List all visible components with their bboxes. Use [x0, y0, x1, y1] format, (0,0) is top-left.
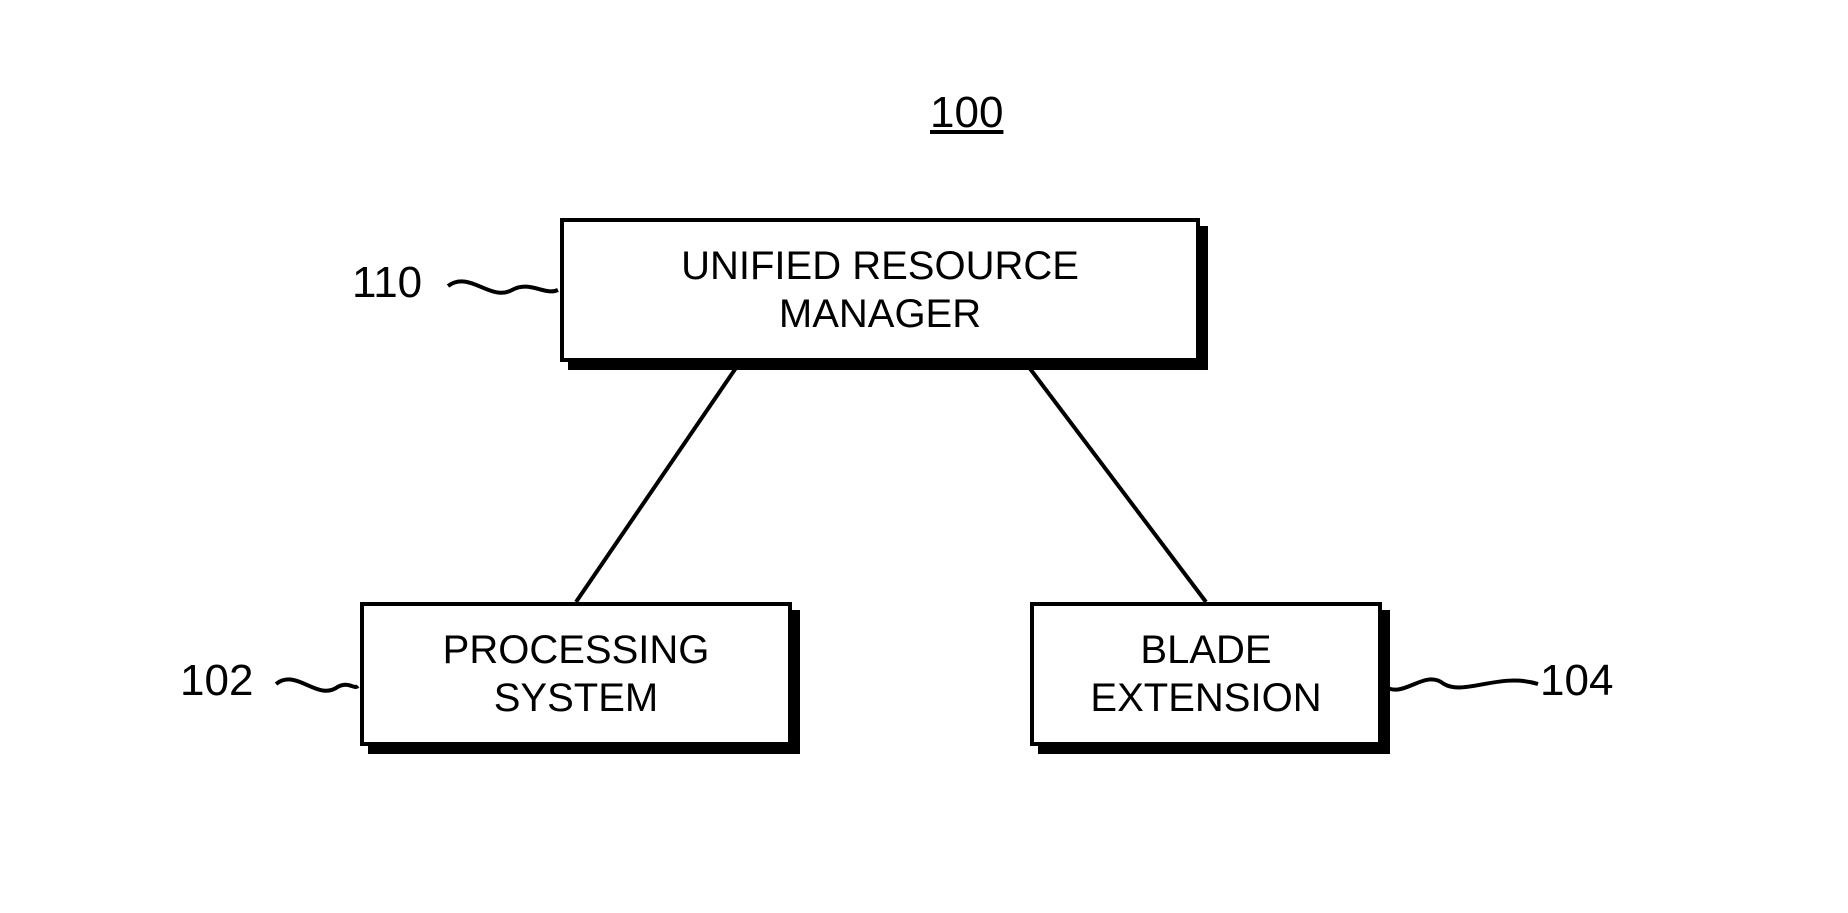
- ref-104-squiggle: [0, 0, 1848, 913]
- block-diagram: 100 UNIFIED RESOURCE MANAGER PROCESSING …: [0, 0, 1848, 913]
